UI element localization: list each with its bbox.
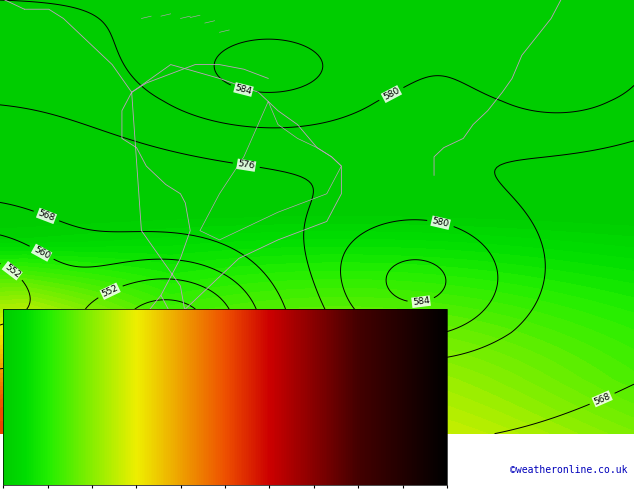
Text: 584: 584 <box>412 296 430 307</box>
Text: Height 500 hPa Spread mean+σ [gpdm]  ECMWF    Sa 04-05-2024 06:00 UTC (00+78): Height 500 hPa Spread mean+σ [gpdm] ECMW… <box>3 438 446 447</box>
Text: 552: 552 <box>3 262 22 279</box>
Text: 568: 568 <box>37 209 56 223</box>
Text: 580: 580 <box>431 217 450 229</box>
Text: 580: 580 <box>382 86 401 102</box>
Text: 560: 560 <box>32 245 51 261</box>
Text: 552: 552 <box>100 284 120 299</box>
Text: 544: 544 <box>150 345 168 357</box>
Text: 576: 576 <box>237 159 256 171</box>
Text: 584: 584 <box>234 83 253 96</box>
Text: ©weatheronline.co.uk: ©weatheronline.co.uk <box>510 466 628 475</box>
Text: 568: 568 <box>593 391 612 406</box>
